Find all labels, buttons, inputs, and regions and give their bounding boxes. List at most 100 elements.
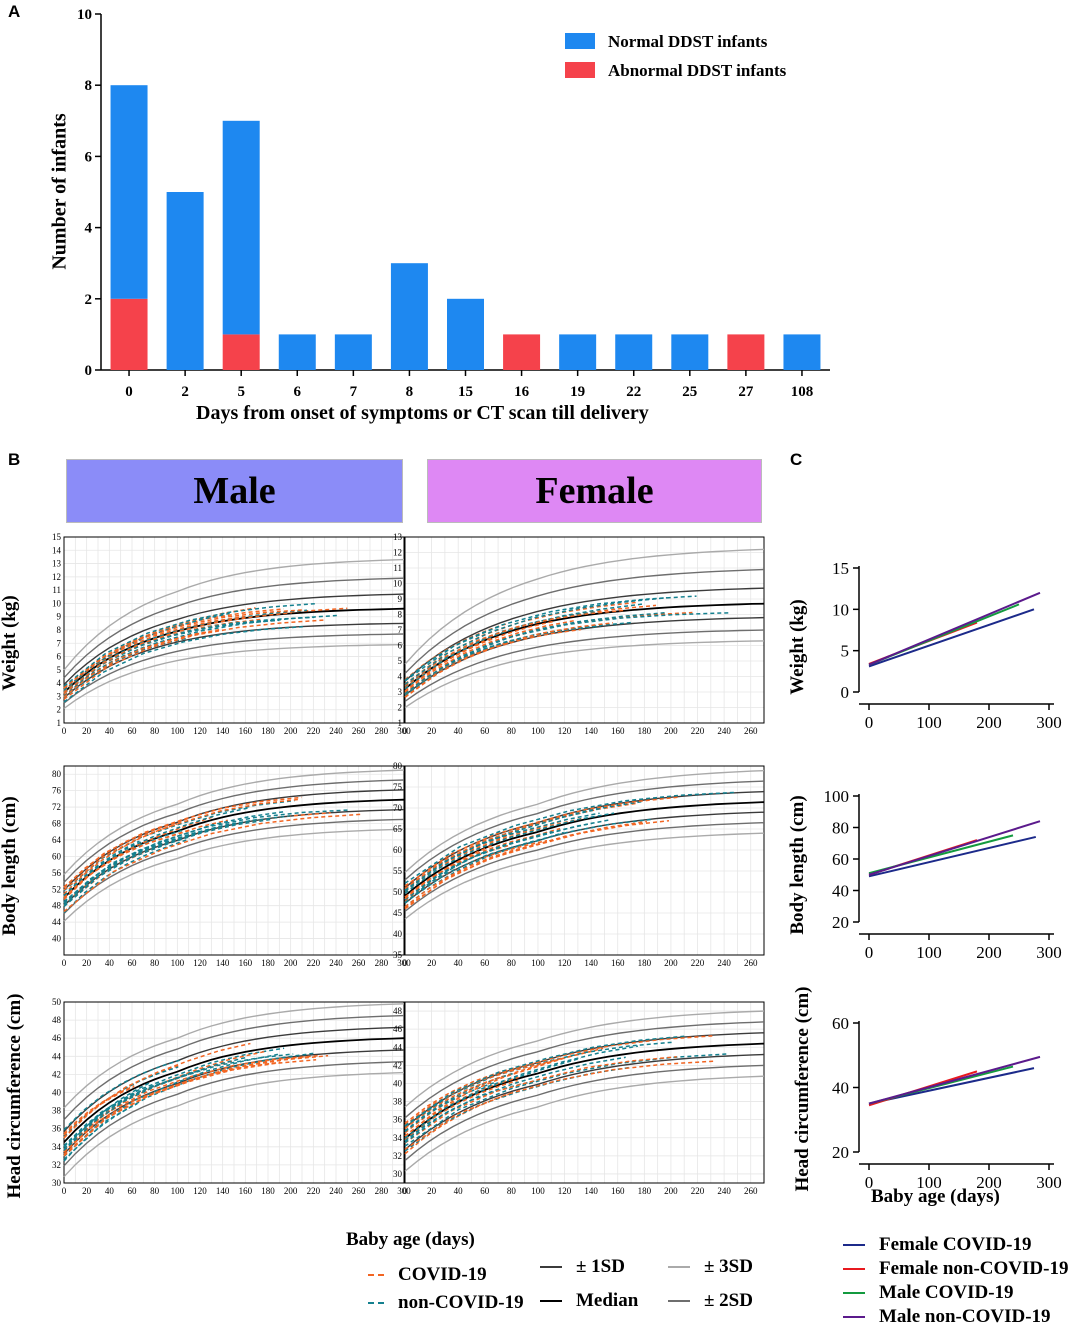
- chart-b-infant-trajectory: [63, 816, 213, 900]
- chart-a-legend-normal-swatch: [565, 33, 595, 49]
- chart-b-xtick-label: 80: [507, 958, 517, 968]
- chart-b-xtick-label: 180: [261, 958, 275, 968]
- chart-b-xtick-label: 100: [171, 726, 185, 736]
- chart-b-xtick-label: 40: [105, 726, 115, 736]
- chart-b-ytick-label: 80: [52, 769, 62, 779]
- chart-b-xtick-label: 220: [691, 1186, 705, 1196]
- chart-b-infant-trajectory: [404, 611, 598, 687]
- chart-b-infant-trajectory: [63, 1082, 150, 1151]
- chart-a-xtick-label: 25: [682, 384, 697, 400]
- chart-b-infant-trajectory: [404, 843, 538, 908]
- chart-b-xtick-label: 200: [284, 1186, 298, 1196]
- chart-c-xtick-label: 0: [865, 1173, 874, 1192]
- chart-b-infant-trajectory: [404, 1045, 639, 1139]
- chart-b-infant-trajectory: [404, 1076, 502, 1130]
- chart-b-infant-trajectory: [63, 838, 190, 914]
- chart-b-infant-trajectory: [404, 1060, 716, 1151]
- chart-a-xtick-label: 7: [350, 384, 358, 400]
- legend-c-male-covid-swatch: [843, 1292, 865, 1294]
- chart-b-xtick-label: 200: [664, 958, 678, 968]
- chart-b-infant-trajectory: [404, 818, 652, 904]
- chart-b-infant-trajectory: [63, 602, 315, 687]
- chart-b-infant-trajectory: [63, 1069, 200, 1147]
- chart-c-ytick-label: 20: [832, 1143, 849, 1162]
- chart-c-fit-line: [868, 820, 1041, 876]
- legend-median: Median: [540, 1290, 638, 1312]
- chart-b-xtick-label: 220: [307, 726, 321, 736]
- chart-b-ytick-label: 70: [393, 803, 403, 813]
- chart-c-ytick-label: 100: [824, 787, 850, 806]
- chart-b-ref-curve: [404, 1010, 765, 1108]
- chart-a-ytick-label: 4: [85, 221, 93, 237]
- chart-b-xtick-label: 200: [284, 726, 298, 736]
- chart-b-ytick-label: 68: [52, 819, 62, 829]
- chart-b-xtick-label: 0: [403, 958, 408, 968]
- male-header: Male: [66, 459, 403, 523]
- chart-b-ytick-label: 6: [57, 652, 62, 662]
- chart-a-ytick-label: 10: [77, 7, 92, 23]
- chart-b-infant-trajectory: [63, 1054, 329, 1157]
- chart-a-bar-normal: [110, 85, 148, 299]
- legend-c-female-noncovid: Female non-COVID-19: [843, 1258, 1068, 1280]
- chart-b-xtick-label: 240: [717, 726, 731, 736]
- legend-covid-label: COVID-19: [398, 1264, 487, 1285]
- chart-b-ytick-label: 5: [398, 656, 403, 666]
- chart-c-ytick-label: 40: [832, 1079, 849, 1098]
- chart-b-xtick-label: 280: [375, 1186, 389, 1196]
- chart-a-xtick-label: 16: [514, 384, 530, 400]
- chart-b-infant-trajectory: [404, 611, 666, 695]
- chart-b-infant-trajectory: [63, 1042, 251, 1139]
- chart-b-infant-trajectory: [63, 1053, 279, 1158]
- chart-b-xtick-label: 160: [239, 726, 253, 736]
- chart-b-xtick-label: 160: [611, 1186, 625, 1196]
- chart-b-xtick-label: 300: [397, 958, 411, 968]
- chart-a-ytick-label: 8: [85, 78, 93, 94]
- chart-b-xtick-label: 0: [403, 726, 408, 736]
- chart-b-ref-curve: [404, 1053, 765, 1151]
- chart-b-ytick-label: 6: [398, 641, 403, 651]
- chart-a-xtick-label: 0: [125, 384, 133, 400]
- chart-a-bar-abnormal: [727, 334, 765, 370]
- chart-a-bar-abnormal: [110, 298, 148, 370]
- legend-sd1-swatch: [540, 1266, 562, 1268]
- chart-b-infant-trajectory: [63, 1102, 138, 1162]
- chart-b-infant-trajectory: [63, 625, 303, 703]
- chart-b-ytick-label: 34: [52, 1142, 62, 1152]
- legend-noncovid-swatch: [368, 1302, 384, 1304]
- chart-b-xtick-label: 200: [664, 1186, 678, 1196]
- chart-b-infant-trajectory: [404, 622, 614, 699]
- legend-sd1-label: ± 1SD: [576, 1256, 625, 1277]
- chart-b-infant-trajectory: [63, 807, 248, 898]
- chart-a-xtick-label: 19: [570, 384, 585, 400]
- chart-c-xtick-label: 100: [916, 713, 942, 732]
- chart-b-xtick-label: 180: [261, 726, 275, 736]
- chart-b-ytick-label: 5: [57, 665, 62, 675]
- panel-letter-c: C: [790, 450, 803, 469]
- chart-b-ytick-label: 44: [52, 917, 62, 927]
- chart-b-ytick-label: 3: [57, 691, 62, 701]
- chart-b-infant-trajectory: [63, 849, 151, 907]
- chart-b-xtick-label: 0: [62, 958, 67, 968]
- chart-b-ytick-label: 75: [393, 782, 403, 792]
- chart-c-xtick-label: 300: [1036, 713, 1062, 732]
- chart-b-ref-curve: [404, 769, 765, 873]
- chart-b-xtick-label: 220: [691, 726, 705, 736]
- chart-b-infant-trajectory: [404, 1060, 543, 1124]
- chart-b-xtick-label: 80: [150, 958, 160, 968]
- chart-b-infant-trajectory: [63, 813, 361, 913]
- chart-b-ytick-label: 40: [393, 929, 403, 939]
- chart-b-xtick-label: 0: [62, 726, 67, 736]
- chart-c-ytick-label: 20: [832, 913, 849, 932]
- chart-b-ref-curve: [63, 1003, 405, 1109]
- chart-b-ylabel-length: Body length (cm): [0, 796, 20, 936]
- chart-b-xtick-label: 60: [480, 1186, 490, 1196]
- chart-b-ytick-label: 50: [393, 887, 403, 897]
- legend-c-male-covid-label: Male COVID-19: [879, 1282, 1014, 1303]
- chart-b-frame: [63, 536, 405, 724]
- chart-b-ytick-label: 56: [52, 868, 62, 878]
- chart-b-ytick-label: 38: [52, 1106, 62, 1116]
- chart-b-ylabel-weight: Weight (kg): [0, 595, 20, 691]
- chart-b-infant-trajectory: [63, 798, 300, 891]
- chart-b-infant-trajectory: [63, 818, 258, 904]
